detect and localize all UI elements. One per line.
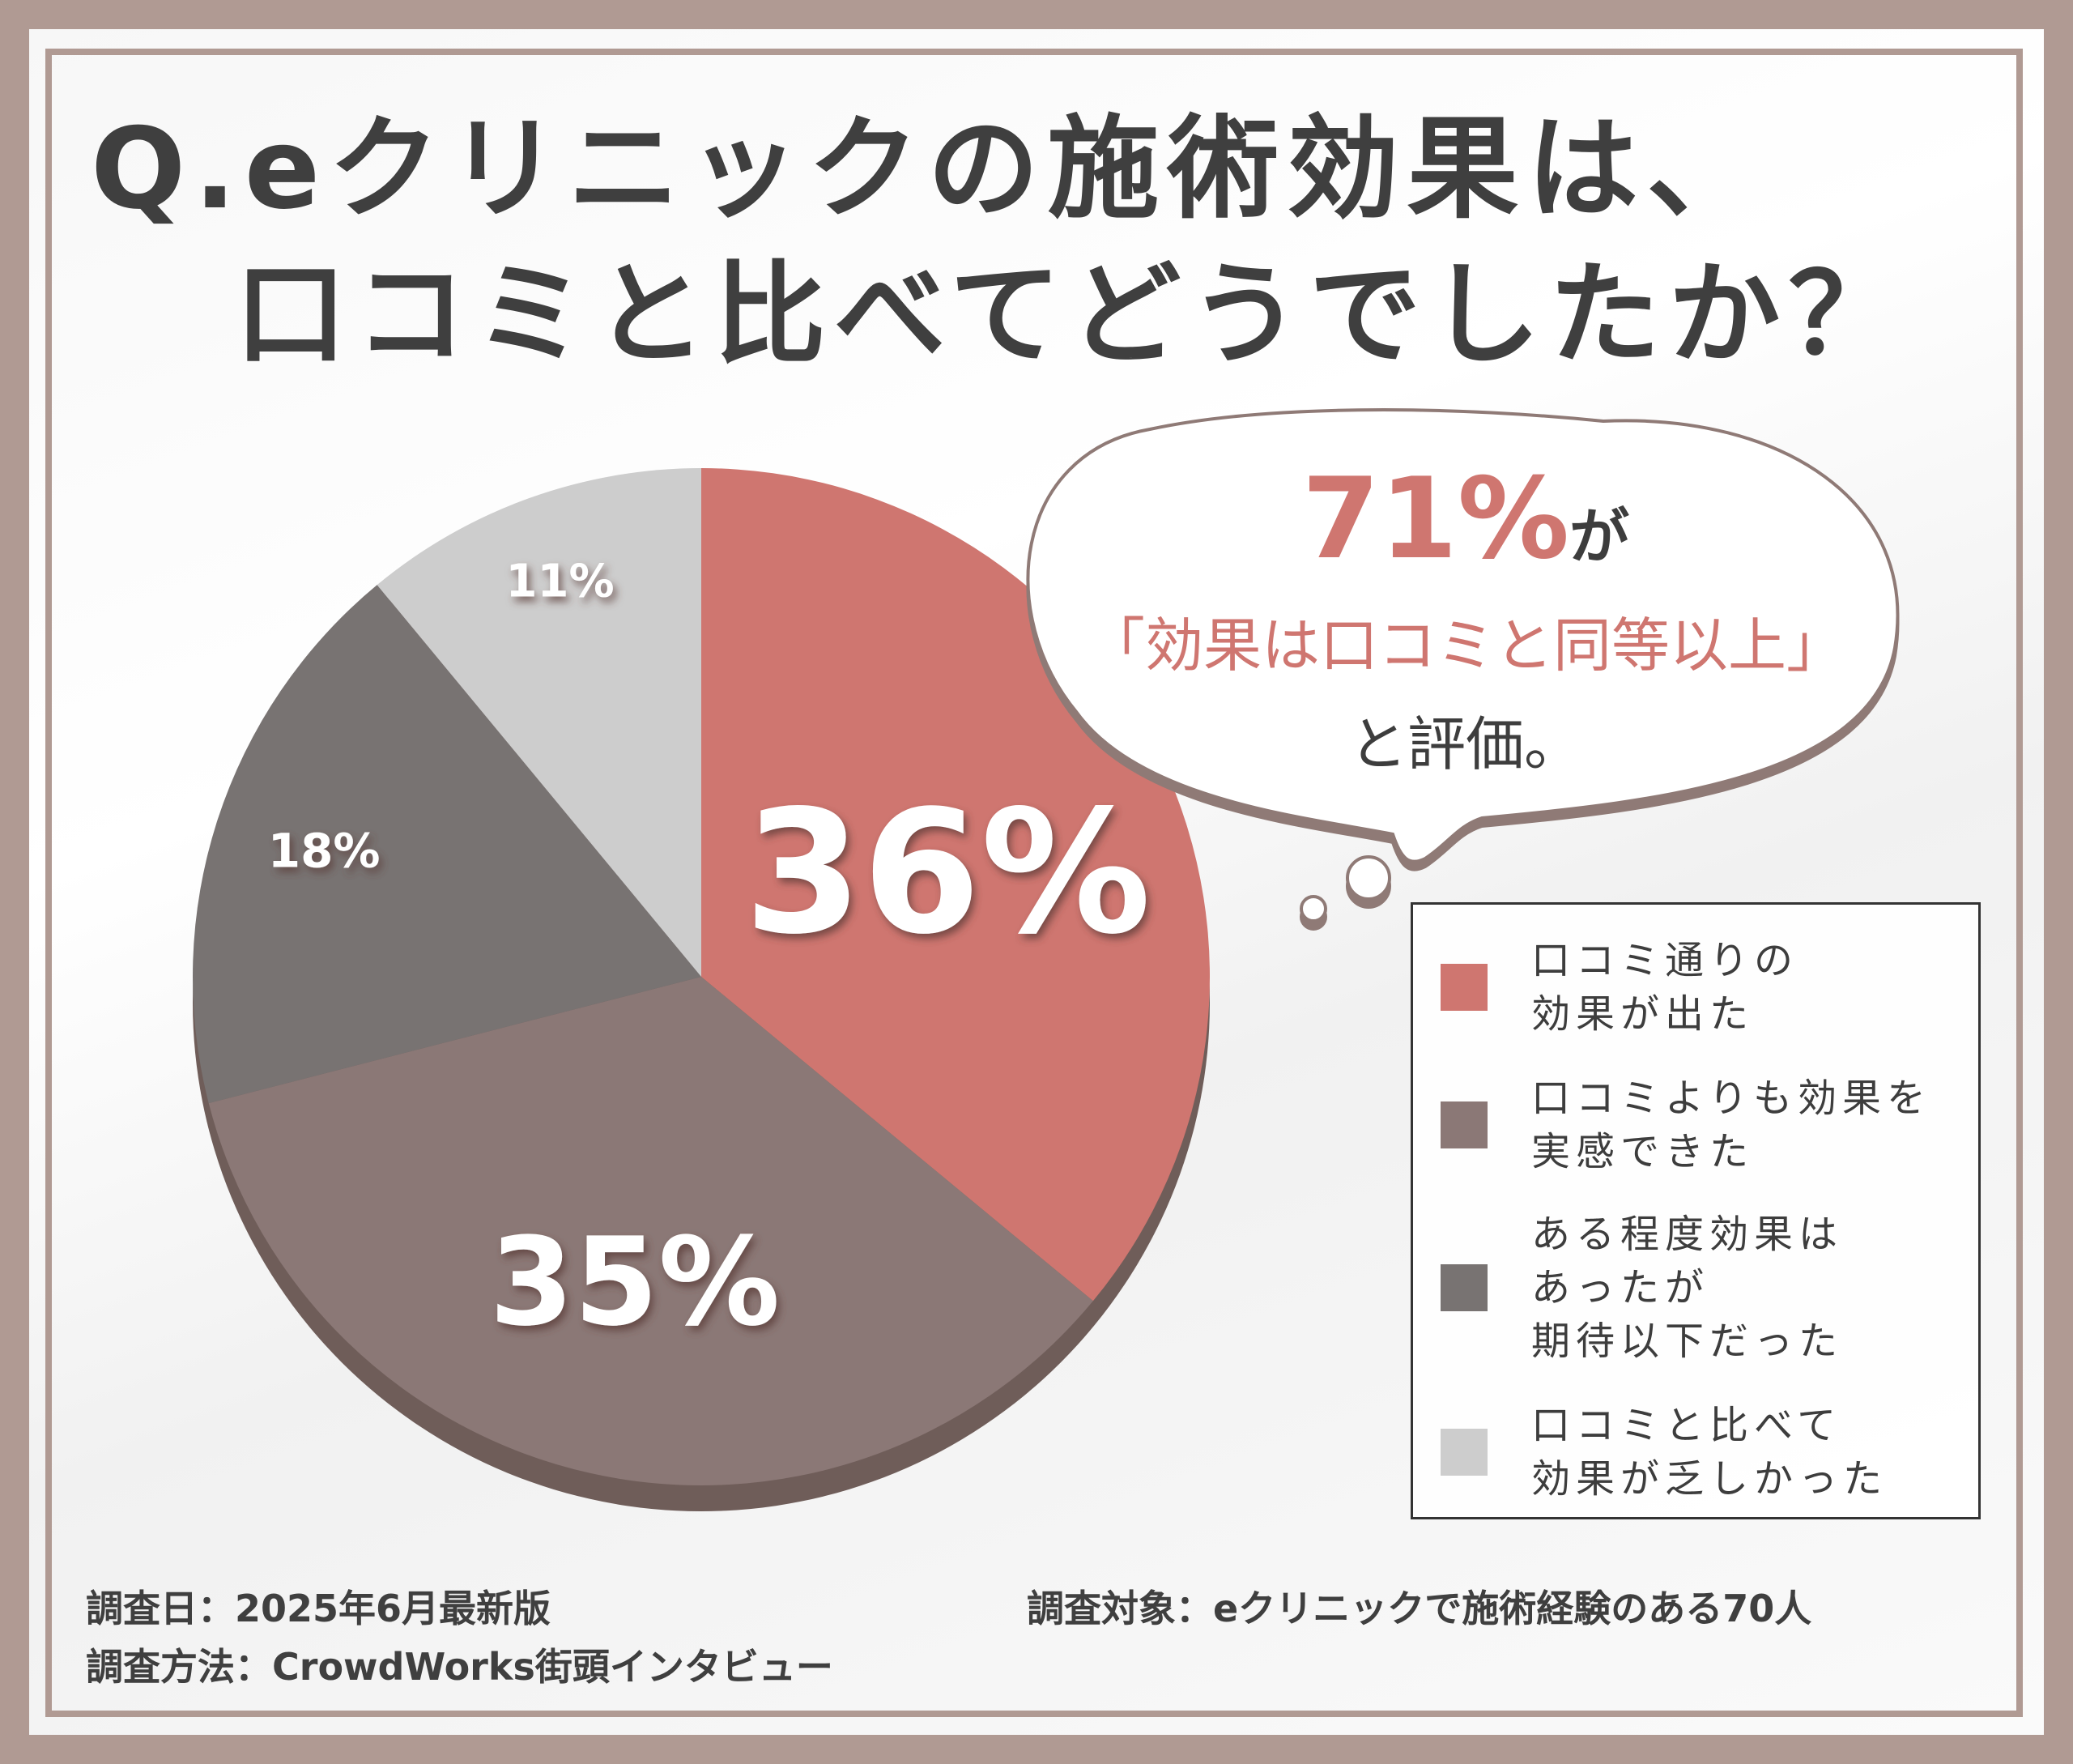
legend-item-4: 口コミと比べて 効果が乏しかった [1441,1399,1888,1506]
legend-label-1: 口コミ通りの 効果が出た [1531,938,1799,1037]
pie-label-1: 36% [744,773,1151,972]
footer-target: 調査対象：eクリニックで施術経験のある70人 [1027,1587,1812,1630]
pie-label-3: 18% [268,824,381,879]
footer-date: 調査日：2025年6月最新版 [86,1587,551,1630]
bubble-ga: が [1569,502,1630,572]
bubble-percent: 71% [1301,454,1570,584]
legend-swatch-2 [1441,1101,1488,1148]
bubble-highlight: 71%が [1045,454,1887,584]
chart-title-line2: 口コミと比べてどうでしたか？ [235,249,1909,380]
bubble-dot-small [1300,895,1327,922]
legend-label-3: ある程度効果は あったが 期待以下だった [1531,1212,1844,1364]
legend-label-2: 口コミよりも効果を 実感できた [1531,1076,1932,1174]
bubble-dot-large [1346,855,1391,901]
legend-item-1: 口コミ通りの 効果が出た [1441,934,1798,1041]
legend-swatch-1 [1441,964,1488,1011]
footer-method: 調査方法：CrowdWorks街頭インタビュー [86,1645,833,1689]
pie-label-2: 35% [489,1212,780,1353]
chart-legend: 口コミ通りの 効果が出た 口コミよりも効果を 実感できた ある程度効果は あった… [1411,902,1981,1519]
chart-title-line1: Q.eクリニックの施術効果は、 [91,104,1767,234]
pie-slice-4 [377,468,701,977]
legend-swatch-4 [1441,1429,1488,1476]
pie-label-4: 11% [506,556,615,608]
thought-bubble [1026,408,1900,922]
card-border [45,49,2023,1717]
legend-item-3: ある程度効果は あったが 期待以下だった [1441,1208,1843,1368]
bubble-quote: 「効果は口コミと同等以上」 [1086,611,1845,680]
pie-labels: 36% 35% 18% 11% [268,556,1151,1353]
bubble-evaluation: と評価。 [1348,710,1582,778]
bubble-body [1026,408,1900,863]
legend-item-2: 口コミよりも効果を 実感できた [1441,1072,1931,1178]
legend-label-4: 口コミと比べて 効果が乏しかった [1531,1403,1888,1502]
legend-swatch-3 [1441,1264,1488,1311]
pie-slice-2 [208,977,1093,1485]
pie-slice-3 [192,585,701,1104]
